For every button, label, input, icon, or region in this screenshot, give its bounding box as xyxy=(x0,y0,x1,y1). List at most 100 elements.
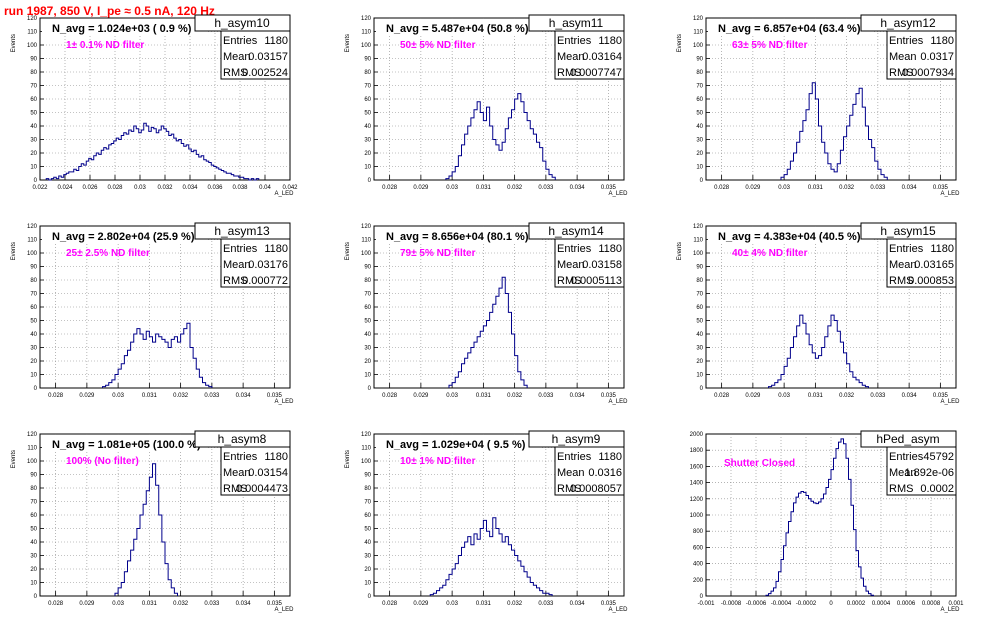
nav-box xyxy=(42,20,208,36)
stat-value: 0.0004473 xyxy=(236,483,288,495)
stat-value: 45792 xyxy=(923,451,954,463)
x-tick-label: 0.035 xyxy=(601,393,617,399)
stats-box xyxy=(886,446,957,496)
stats-box xyxy=(554,238,625,288)
stat-key: Entries xyxy=(223,243,258,255)
y-axis-label: Events xyxy=(345,34,351,52)
x-tick-label: 0.029 xyxy=(745,185,761,191)
y-tick-label: 40 xyxy=(30,540,37,546)
stat-key: Entries xyxy=(889,243,924,255)
histogram-series xyxy=(780,82,888,180)
x-tick-label: 0.03 xyxy=(134,185,146,191)
y-tick-label: 10 xyxy=(30,165,37,171)
histogram-panel-h_asym14: 0 10 20 30 40 50 60 70 80 90 100 110 120 0.028 0.029 0.… xyxy=(345,222,628,405)
y-axis-label: Events xyxy=(345,242,351,260)
filter-label: Shutter Closed xyxy=(724,458,795,469)
y-tick-label: 400 xyxy=(693,562,704,568)
x-tick-label: 0.028 xyxy=(48,601,64,607)
y-tick-label: 60 xyxy=(696,97,703,103)
stat-value: 1180 xyxy=(264,35,288,47)
y-tick-label: 20 xyxy=(364,151,371,157)
y-tick-label: 100 xyxy=(361,459,372,465)
y-tick-label: 20 xyxy=(696,359,703,365)
y-tick-label: 40 xyxy=(30,332,37,338)
stat-key: Entries xyxy=(889,35,924,47)
y-tick-label: 90 xyxy=(30,57,37,63)
filter-label: 40± 4% ND filter xyxy=(732,248,808,259)
nav-box xyxy=(42,436,208,452)
nav-box xyxy=(708,20,874,36)
y-tick-label: 80 xyxy=(30,278,37,284)
filter-label: 10± 1% ND filter xyxy=(400,456,476,467)
y-tick-label: 50 xyxy=(364,319,371,325)
y-tick-label: 30 xyxy=(696,346,703,352)
y-tick-label: 0 xyxy=(34,594,38,600)
y-tick-label: 800 xyxy=(693,529,704,535)
y-tick-label: 100 xyxy=(27,43,38,49)
stat-key: Entries xyxy=(557,243,592,255)
x-tick-label: 0.033 xyxy=(538,601,554,607)
filter-label: 25± 2.5% ND filter xyxy=(66,248,150,259)
stat-value: 0.002524 xyxy=(242,67,288,79)
y-tick-label: 100 xyxy=(693,251,704,257)
y-tick-label: 110 xyxy=(27,446,37,452)
y-axis-label: Events xyxy=(677,242,683,260)
x-tick-label: 0.033 xyxy=(538,185,554,191)
x-axis-label: A_LED xyxy=(608,399,628,405)
nav-label: N_avg = 8.656e+04 (80.1 %) xyxy=(386,231,529,243)
x-tick-label: 0.033 xyxy=(538,393,554,399)
stat-value: 0.03158 xyxy=(582,259,622,271)
y-tick-label: 70 xyxy=(30,500,37,506)
nav-label: N_avg = 1.081e+05 (100.0 %) xyxy=(52,439,201,451)
x-tick-label: 0.031 xyxy=(808,185,824,191)
y-tick-label: 0 xyxy=(368,386,372,392)
y-axis-label: Events xyxy=(677,34,683,52)
y-tick-label: 70 xyxy=(30,84,37,90)
stat-value: 0.0005113 xyxy=(571,275,622,287)
x-axis-label: A_LED xyxy=(274,607,294,613)
stat-key: Mean xyxy=(223,467,251,479)
x-tick-label: 0.035 xyxy=(933,185,949,191)
x-tick-label: 0.0002 xyxy=(847,601,866,607)
stat-key: Entries xyxy=(889,451,924,463)
filter-label: 63± 5% ND filter xyxy=(732,40,808,51)
y-tick-label: 0 xyxy=(700,594,704,600)
histogram-series xyxy=(45,122,260,181)
y-tick-label: 30 xyxy=(30,346,37,352)
y-tick-label: 20 xyxy=(30,359,37,365)
nav-label: N_avg = 4.383e+04 (40.5 %) xyxy=(718,231,861,243)
histogram-series xyxy=(445,93,556,180)
y-tick-label: 30 xyxy=(696,138,703,144)
y-tick-label: 110 xyxy=(361,30,371,36)
y-tick-label: 90 xyxy=(364,473,371,479)
y-tick-label: 70 xyxy=(696,84,703,90)
x-tick-label: 0.03 xyxy=(112,393,124,399)
stat-key: RMS xyxy=(557,275,581,287)
y-tick-label: 200 xyxy=(693,578,704,584)
x-tick-label: 0.034 xyxy=(902,393,918,399)
x-tick-label: 0.028 xyxy=(48,393,64,399)
x-tick-label: 0.032 xyxy=(839,393,855,399)
y-tick-label: 20 xyxy=(30,567,37,573)
y-axis-label: Events xyxy=(345,450,351,468)
y-axis-label: Events xyxy=(11,34,17,52)
nav-box xyxy=(376,228,542,244)
y-tick-label: 110 xyxy=(27,30,37,36)
x-axis-label: A_LED xyxy=(274,191,294,197)
x-tick-label: 0.032 xyxy=(507,393,523,399)
stat-value: 1180 xyxy=(598,35,622,47)
x-tick-label: 0.029 xyxy=(79,393,95,399)
y-tick-label: 50 xyxy=(696,319,703,325)
stat-value: 1180 xyxy=(264,243,288,255)
y-tick-label: 50 xyxy=(364,111,371,117)
y-tick-label: 70 xyxy=(696,292,703,298)
x-tick-label: -0.0004 xyxy=(771,601,792,607)
y-tick-label: 30 xyxy=(30,554,37,560)
x-tick-label: 0.035 xyxy=(933,393,949,399)
stat-key: RMS xyxy=(223,67,247,79)
y-tick-label: 0 xyxy=(700,386,704,392)
x-tick-label: 0.034 xyxy=(902,185,918,191)
nav-label: N_avg = 5.487e+04 (50.8 %) xyxy=(386,23,529,35)
y-axis-label: Events xyxy=(11,242,17,260)
y-tick-label: 40 xyxy=(30,124,37,130)
